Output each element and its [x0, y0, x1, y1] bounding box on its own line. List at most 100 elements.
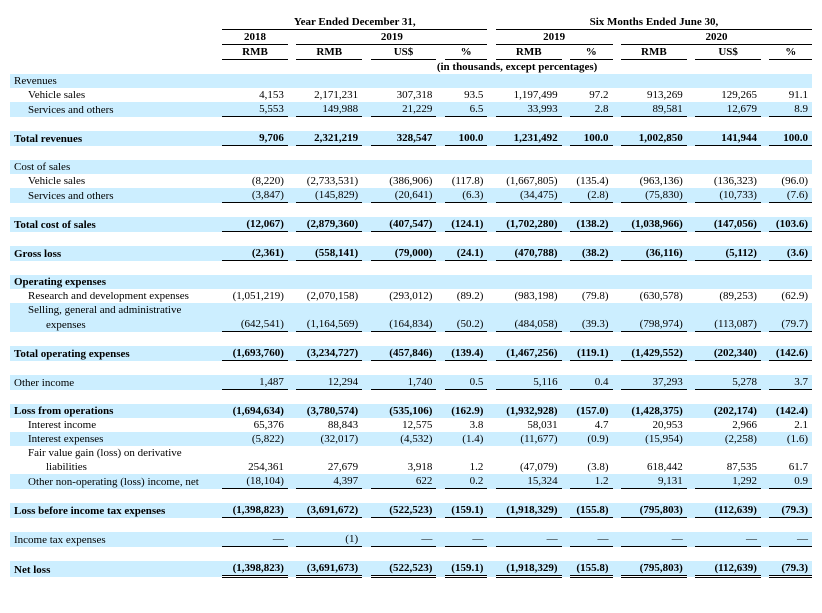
cell: 1,487	[222, 375, 288, 390]
cell: (1,467,256)	[496, 346, 562, 361]
cell: —	[445, 532, 488, 547]
spacer-row	[10, 390, 812, 405]
cell: (11,677)	[496, 432, 562, 446]
curr-pct: %	[445, 45, 488, 60]
row-other-nonop: Other non-operating (loss) income, net (…	[10, 474, 812, 489]
cell: (1,694,634)	[222, 404, 288, 418]
cell: (62.9)	[769, 289, 812, 303]
row-total-revenues: Total revenues 9,706 2,321,219 328,547 1…	[10, 131, 812, 146]
cell: (795,803)	[621, 503, 687, 518]
cell: (2,361)	[222, 246, 288, 261]
row-total-cos: Total cost of sales (12,067) (2,879,360)…	[10, 217, 812, 232]
cell: (75,830)	[621, 188, 687, 203]
cell: (89.2)	[445, 289, 488, 303]
row-label: Gross loss	[10, 246, 222, 261]
cell: (630,578)	[621, 289, 687, 303]
cell: (79.8)	[570, 289, 612, 303]
cell: —	[621, 532, 687, 547]
cell: (79.3)	[769, 503, 812, 518]
cell: 2,171,231	[296, 88, 362, 102]
cell: (155.8)	[570, 503, 612, 518]
cell: 328,547	[371, 131, 437, 146]
row-gross-loss: Gross loss (2,361) (558,141) (79,000) (2…	[10, 246, 812, 261]
section-revenues: Revenues	[10, 74, 812, 88]
cell: (50.2)	[445, 317, 488, 332]
cell: 4.7	[570, 418, 612, 432]
row-net-loss: Net loss (1,398,823) (3,691,673) (522,52…	[10, 561, 812, 577]
section-cost-of-sales: Cost of sales	[10, 160, 812, 174]
row-cos-services: Services and others (3,847) (145,829) (2…	[10, 188, 812, 203]
cell: 1,002,850	[621, 131, 687, 146]
section-label: Operating expenses	[10, 275, 222, 289]
spacer-row	[10, 489, 812, 504]
cell: (202,340)	[695, 346, 761, 361]
cell: 61.7	[769, 460, 812, 474]
cell: —	[222, 532, 288, 547]
col-2019: 2019	[296, 30, 487, 45]
cell: —	[769, 532, 812, 547]
cell: 37,293	[621, 375, 687, 390]
cell: (38.2)	[570, 246, 612, 261]
cell: (983,198)	[496, 289, 562, 303]
cell: 3.8	[445, 418, 488, 432]
cell: (3,691,672)	[296, 503, 362, 518]
cell: 65,376	[222, 418, 288, 432]
row-loss-pretax: Loss before income tax expenses (1,398,8…	[10, 503, 812, 518]
curr-rmb: RMB	[222, 45, 288, 60]
row-int-income: Interest income 65,376 88,843 12,575 3.8…	[10, 418, 812, 432]
cell: 3,918	[371, 460, 437, 474]
cell: (136,323)	[695, 174, 761, 188]
spacer-row	[10, 547, 812, 562]
cell: (20,641)	[371, 188, 437, 203]
cell: 5,553	[222, 102, 288, 117]
header-currency-row: RMB RMB US$ % RMB % RMB US$ %	[10, 45, 812, 60]
cell: (24.1)	[445, 246, 488, 261]
cell: 1,197,499	[496, 88, 562, 102]
section-label: Cost of sales	[10, 160, 222, 174]
row-label: Vehicle sales	[10, 174, 222, 188]
cell: (1,932,928)	[496, 404, 562, 418]
financial-table: Year Ended December 31, Six Months Ended…	[10, 15, 812, 578]
cell: (124.1)	[445, 217, 488, 232]
cell: (1,429,552)	[621, 346, 687, 361]
row-label: Vehicle sales	[10, 88, 222, 102]
cell: (457,846)	[371, 346, 437, 361]
cell: (7.6)	[769, 188, 812, 203]
cell: (96.0)	[769, 174, 812, 188]
spacer-row	[10, 361, 812, 376]
cell: (0.9)	[570, 432, 612, 446]
cell: 0.4	[570, 375, 612, 390]
cell: (4,532)	[371, 432, 437, 446]
row-label: Services and others	[10, 102, 222, 117]
cell: (135.4)	[570, 174, 612, 188]
cell: (1,918,329)	[496, 561, 562, 577]
cell: (1)	[296, 532, 362, 547]
cell: (1,428,375)	[621, 404, 687, 418]
cell: (6.3)	[445, 188, 488, 203]
curr-pct: %	[570, 45, 612, 60]
row-label: expenses	[10, 317, 222, 332]
col-h2019: 2019	[496, 30, 613, 45]
cell: 9,706	[222, 131, 288, 146]
row-label: Research and development expenses	[10, 289, 222, 303]
cell: (1,693,760)	[222, 346, 288, 361]
cell: (386,906)	[371, 174, 437, 188]
spacer-row	[10, 117, 812, 132]
cell: (15,954)	[621, 432, 687, 446]
cell: (79.7)	[769, 317, 812, 332]
cell: 6.5	[445, 102, 488, 117]
cell: (1,164,569)	[296, 317, 362, 332]
cell: 913,269	[621, 88, 687, 102]
curr-usd: US$	[371, 45, 437, 60]
cell: 12,294	[296, 375, 362, 390]
row-rnd: Research and development expenses (1,051…	[10, 289, 812, 303]
row-label: Total cost of sales	[10, 217, 222, 232]
cell: (112,639)	[695, 503, 761, 518]
cell: (535,106)	[371, 404, 437, 418]
cell: 0.5	[445, 375, 488, 390]
row-label: Net loss	[10, 561, 222, 577]
row-label: Income tax expenses	[10, 532, 222, 547]
row-sga-line2: expenses (642,541) (1,164,569) (164,834)…	[10, 317, 812, 332]
cell: 91.1	[769, 88, 812, 102]
period-year: Year Ended December 31,	[222, 15, 487, 30]
